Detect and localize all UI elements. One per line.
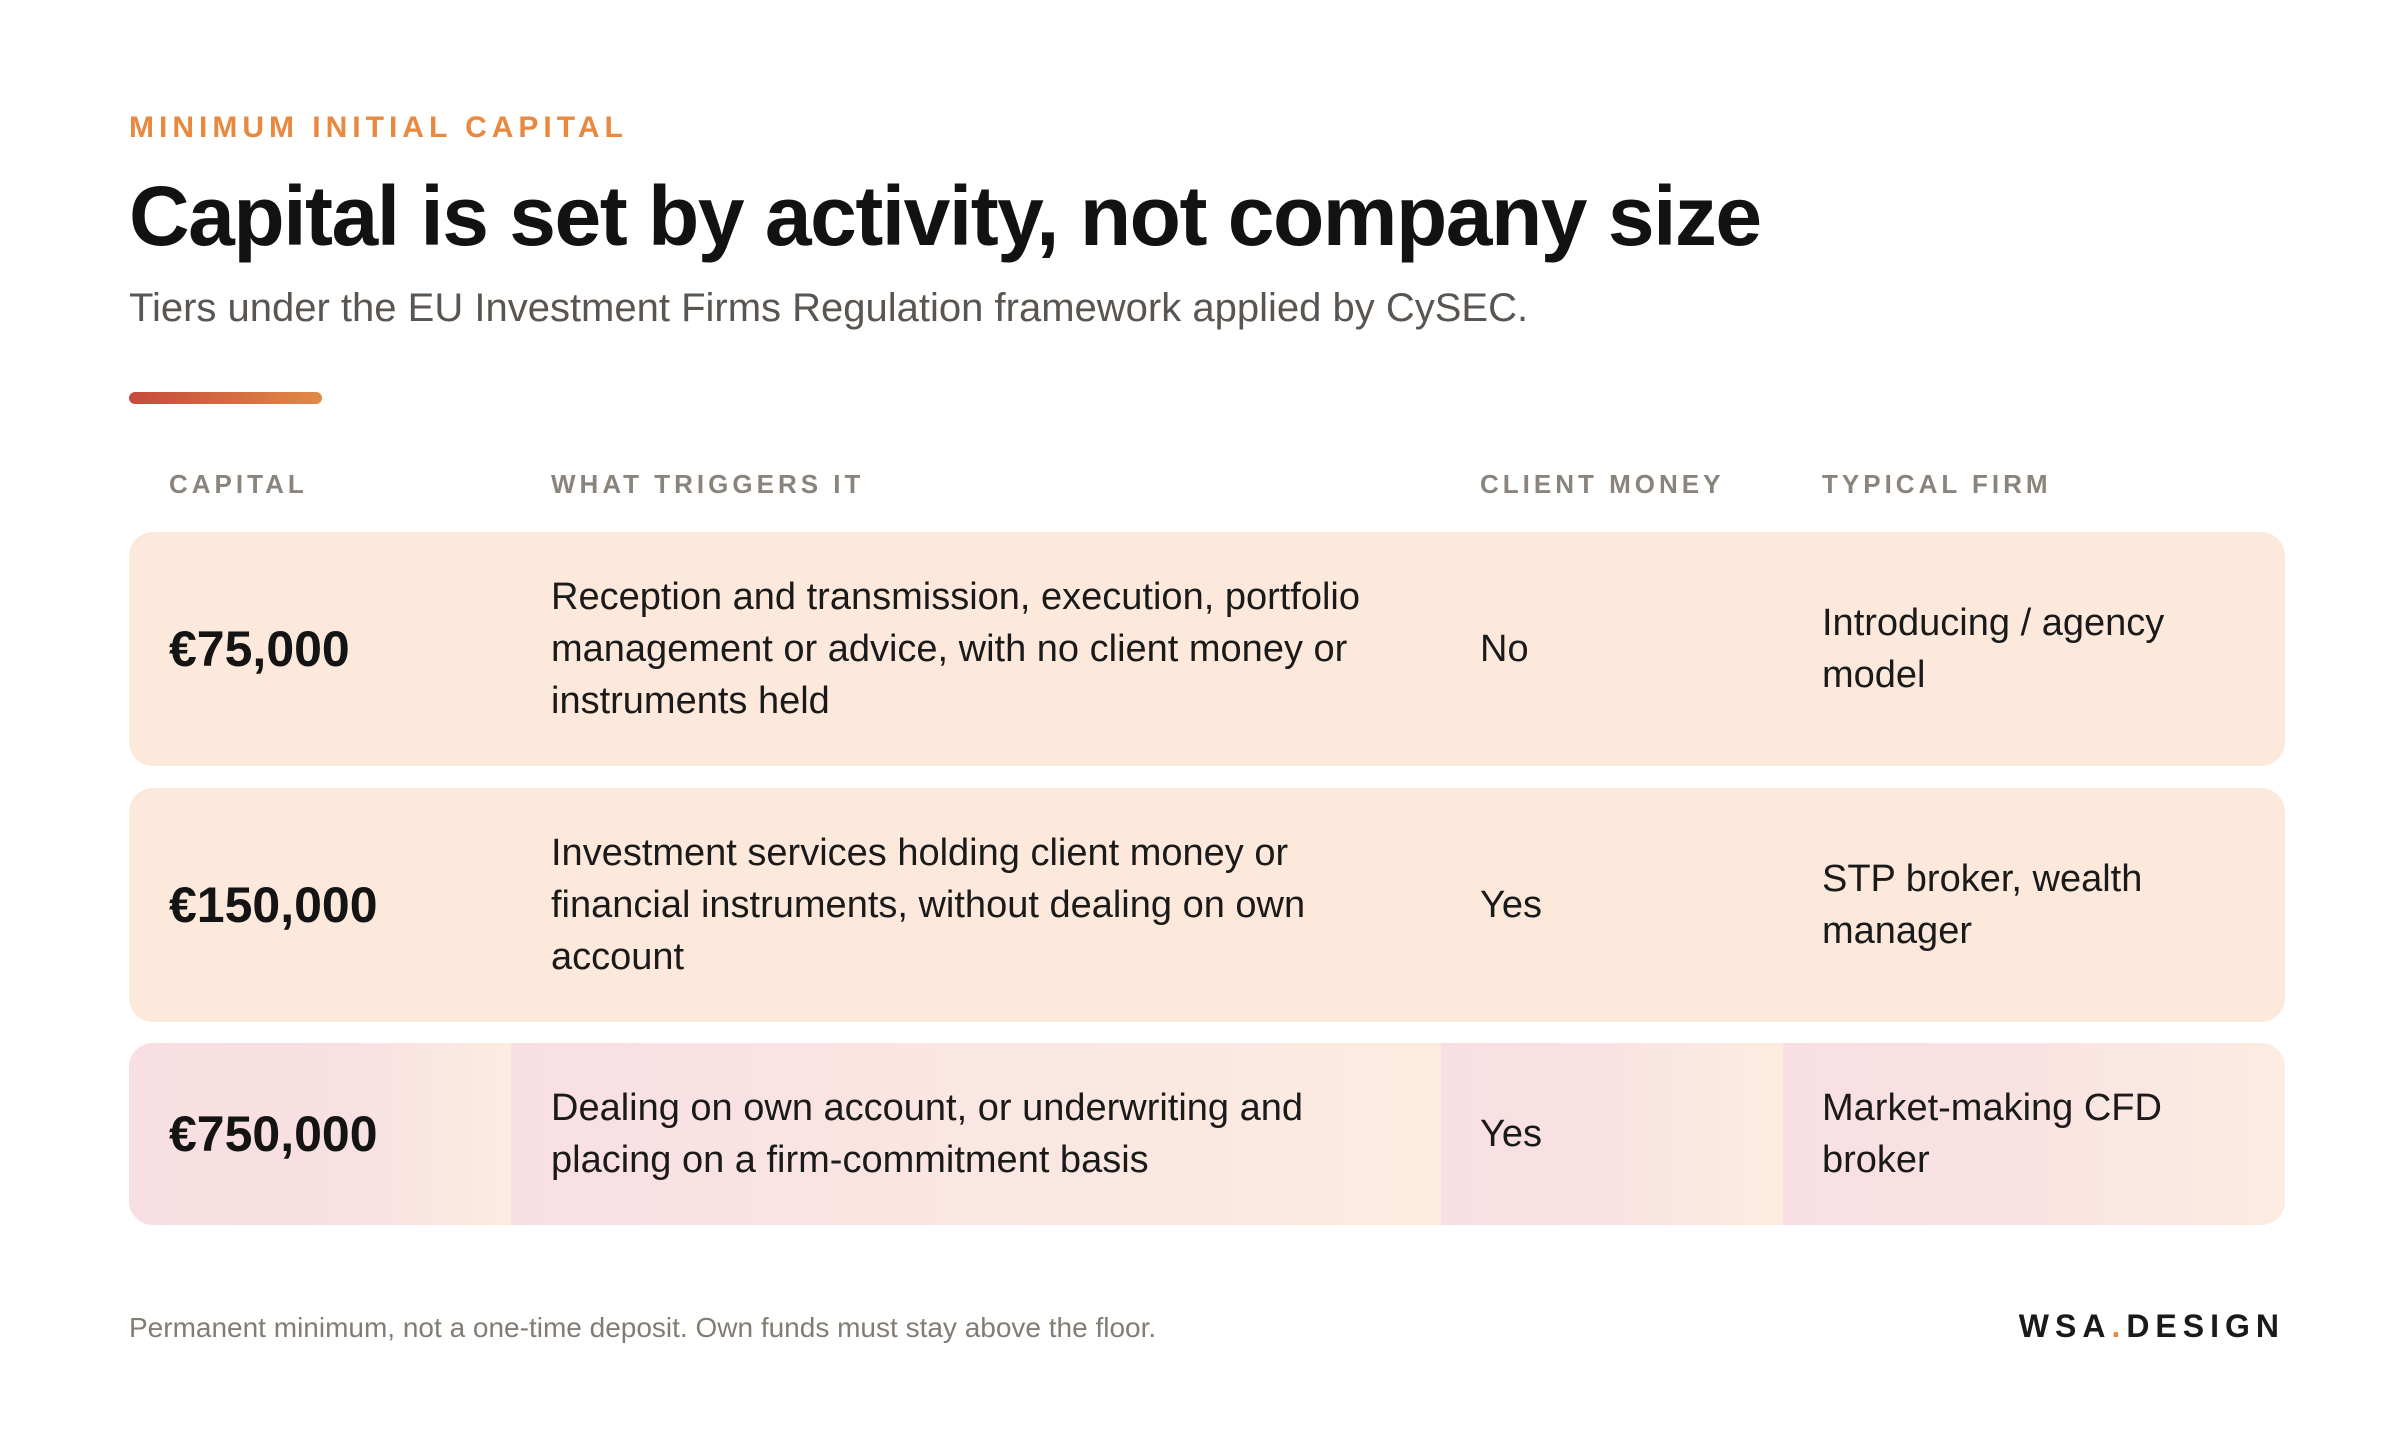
table-header: CAPITAL WHAT TRIGGERS IT CLIENT MONEY TY…	[129, 468, 2285, 500]
trigger-description: Reception and transmission, execution, p…	[551, 576, 1361, 722]
trigger-description: Investment services holding client money…	[551, 832, 1306, 978]
brand-name-left: WSA	[2018, 1308, 2112, 1344]
table-row: €150,000 Investment services holding cli…	[129, 788, 2285, 1022]
column-header-client-money: CLIENT MONEY	[1480, 469, 1725, 499]
column-header-trigger: WHAT TRIGGERS IT	[551, 469, 865, 499]
capital-amount: €75,000	[169, 621, 350, 677]
trigger-description: Dealing on own account, or underwriting …	[551, 1087, 1304, 1181]
brand-name-right: DESIGN	[2126, 1308, 2285, 1344]
typical-firm-value: STP broker, wealth manager	[1822, 858, 2143, 952]
client-money-value: Yes	[1480, 1113, 1542, 1155]
table-row-highlighted: €750,000 Dealing on own account, or unde…	[129, 1043, 2285, 1225]
row-highlight-segment	[511, 1043, 1441, 1225]
table-row: €75,000 Reception and transmission, exec…	[129, 532, 2285, 766]
typical-firm-value: Introducing / agency model	[1822, 602, 2165, 696]
eyebrow-label: MINIMUM INITIAL CAPITAL	[129, 111, 628, 144]
capital-amount: €750,000	[169, 1106, 378, 1162]
column-header-capital: CAPITAL	[169, 469, 308, 499]
row-highlight-segment	[1783, 1043, 2285, 1225]
typical-firm-value: Market-making CFD broker	[1822, 1087, 2162, 1181]
client-money-value: No	[1480, 628, 1529, 670]
page: MINIMUM INITIAL CAPITAL Capital is set b…	[129, 0, 2285, 1450]
column-header-typical-firm: TYPICAL FIRM	[1822, 469, 2052, 499]
row-highlight-segment	[1441, 1043, 1783, 1225]
brand-dot: .	[2111, 1308, 2127, 1344]
row-highlight-segment	[129, 1043, 511, 1225]
brand-logo: WSA.DESIGN	[2019, 1306, 2285, 1346]
capital-amount: €150,000	[169, 877, 378, 933]
client-money-value: Yes	[1480, 884, 1542, 926]
accent-divider	[129, 392, 322, 404]
page-subtitle: Tiers under the EU Investment Firms Regu…	[129, 286, 1529, 330]
footnote: Permanent minimum, not a one-time deposi…	[129, 1312, 1157, 1343]
page-title: Capital is set by activity, not company …	[129, 169, 1762, 263]
